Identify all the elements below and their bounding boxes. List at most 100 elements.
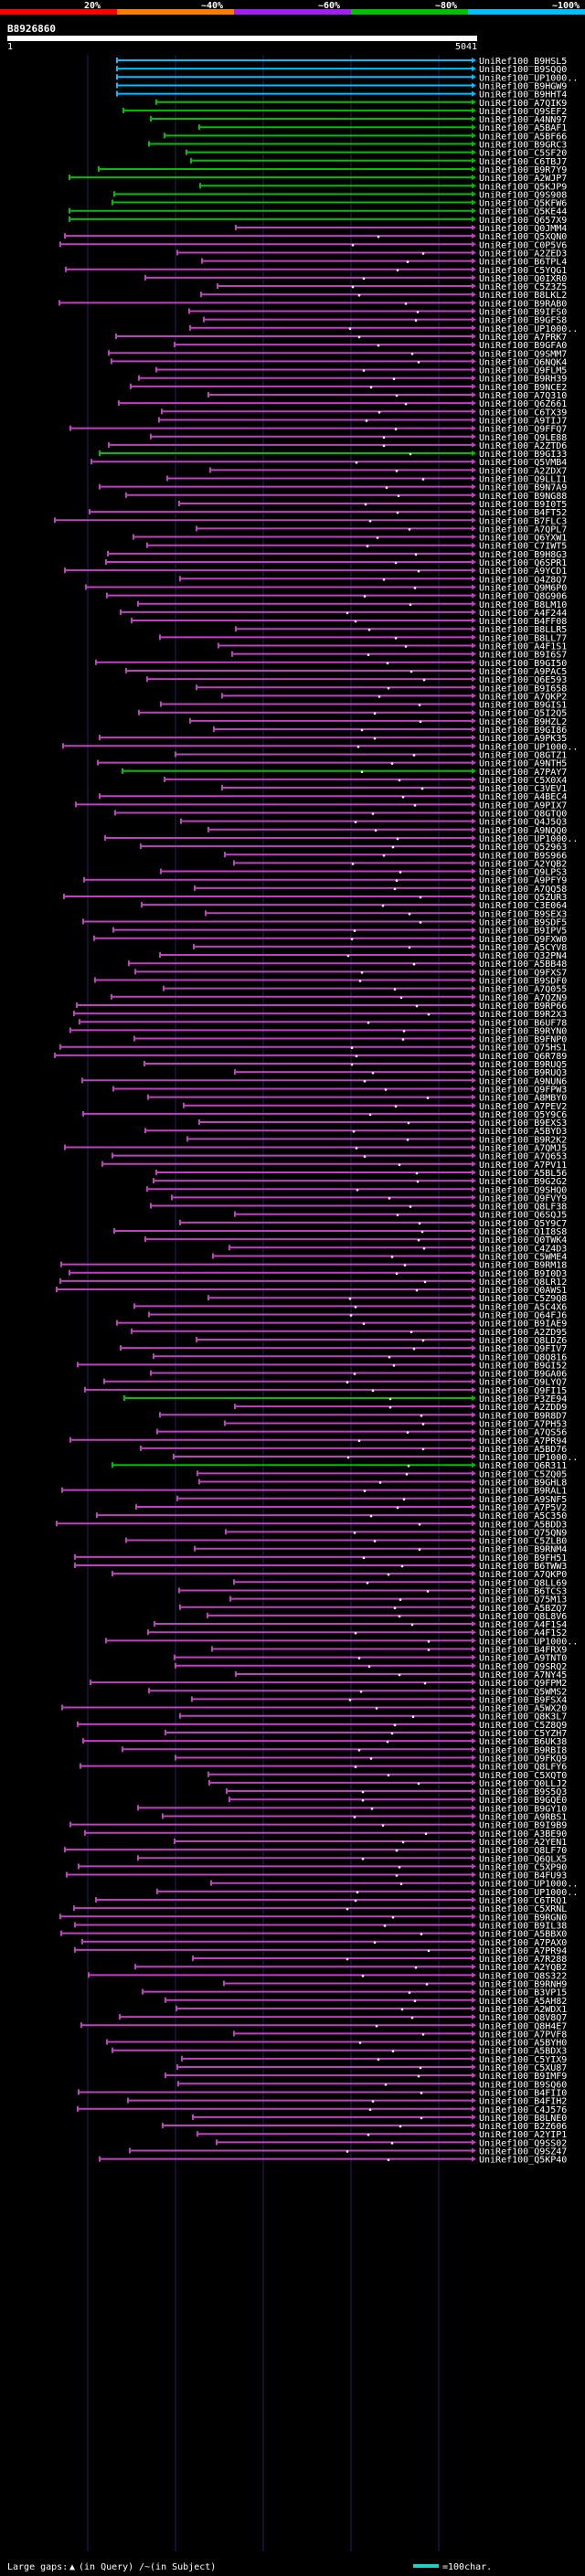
hit-label[interactable]: UniRef100_A7QPL7 <box>479 525 567 535</box>
hit-label[interactable]: UniRef100_A7Q310 <box>479 391 567 401</box>
hit-label[interactable]: UniRef100_A5BAF1 <box>479 123 567 133</box>
hit-label[interactable]: UniRef100_B9RNM4 <box>479 1545 567 1555</box>
hit-label[interactable]: UniRef100_P3ZE94 <box>479 1394 567 1405</box>
hit-label[interactable]: UniRef100_B8LLR5 <box>479 625 567 635</box>
hit-label[interactable]: UniRef100_Q5Y9C6 <box>479 1110 567 1120</box>
hit-label[interactable]: UniRef100_B9RBI8 <box>479 1745 567 1755</box>
hit-label[interactable]: UniRef100_B9RM18 <box>479 1261 567 1271</box>
hit-label[interactable]: UniRef100_A7PAX0 <box>479 1938 567 1948</box>
hit-label[interactable]: UniRef100_A2YQB2 <box>479 1963 567 1973</box>
hit-label[interactable]: UniRef100_C5WME4 <box>479 1252 567 1262</box>
hit-label[interactable]: UniRef100_C0P5V6 <box>479 240 567 250</box>
hit-label[interactable]: UniRef100_A5AH82 <box>479 1997 567 2007</box>
hit-label[interactable]: UniRef100_A4F1S4 <box>479 1620 567 1630</box>
hit-label[interactable]: UniRef100_Q8LF38 <box>479 1203 567 1213</box>
hit-label[interactable]: UniRef100_B9SQQ0 <box>479 65 567 75</box>
hit-label[interactable]: UniRef100_C4Z4D3 <box>479 1244 567 1254</box>
hit-label[interactable]: UniRef100_C4J576 <box>479 2105 567 2115</box>
hit-label[interactable]: UniRef100_Q6R789 <box>479 1052 567 1062</box>
hit-label[interactable]: UniRef100_B9HGW9 <box>479 81 567 91</box>
hit-label[interactable]: UniRef100_C6TX39 <box>479 408 567 418</box>
hit-label[interactable]: UniRef100_B9I0D3 <box>479 1269 567 1279</box>
hit-label[interactable]: UniRef100_A5WX20 <box>479 1704 567 1714</box>
hit-label[interactable]: UniRef100_Q6Z661 <box>479 399 567 409</box>
hit-label[interactable]: UniRef100_Q9SMM7 <box>479 349 567 359</box>
hit-label[interactable]: UniRef100_Q8H4E7 <box>479 2021 567 2031</box>
hit-label[interactable]: UniRef100_A5BF66 <box>479 132 567 142</box>
hit-label[interactable]: UniRef100_A4F244 <box>479 609 567 619</box>
hit-label[interactable]: UniRef100_B9HHT4 <box>479 90 567 101</box>
hit-label[interactable]: UniRef100_B9NCE2 <box>479 383 567 393</box>
hit-label[interactable]: UniRef100_A9PK35 <box>479 734 567 744</box>
hit-label[interactable]: UniRef100_B9R2X3 <box>479 1010 567 1020</box>
hit-label[interactable]: UniRef100_B4FII0 <box>479 2088 567 2098</box>
hit-label[interactable]: UniRef100_A5BBX0 <box>479 1930 567 1940</box>
hit-label[interactable]: UniRef100_A9YCD1 <box>479 567 567 577</box>
hit-label[interactable]: UniRef100_B9RH39 <box>479 375 567 385</box>
hit-label[interactable]: UniRef100_B9GI86 <box>479 726 567 736</box>
hit-label[interactable]: UniRef100_A2YQB2 <box>479 859 567 869</box>
hit-label[interactable]: UniRef100_UP1000.. <box>479 834 578 844</box>
hit-label[interactable]: UniRef100_A7QZN9 <box>479 993 567 1003</box>
hit-label[interactable]: UniRef100_C5Z3Z5 <box>479 282 567 292</box>
hit-label[interactable]: UniRef100_B9I658 <box>479 684 567 694</box>
hit-label[interactable]: UniRef100_Q75HS1 <box>479 1044 567 1054</box>
hit-label[interactable]: UniRef100_Q657X9 <box>479 216 567 226</box>
hit-label[interactable]: UniRef100_Q9FIV7 <box>479 1344 567 1354</box>
hit-label[interactable]: UniRef100_B9FH51 <box>479 1553 567 1564</box>
hit-label[interactable]: UniRef100_C3VEV1 <box>479 784 567 794</box>
hit-label[interactable]: UniRef100_Q5VMB4 <box>479 458 567 468</box>
hit-label[interactable]: UniRef100_Q9FPW3 <box>479 1085 567 1095</box>
hit-label[interactable]: UniRef100_Q8LDZ6 <box>479 1336 567 1346</box>
hit-label[interactable]: UniRef100_B6TCS3 <box>479 1586 567 1596</box>
hit-label[interactable]: UniRef100_A5BD76 <box>479 1445 567 1455</box>
hit-label[interactable]: UniRef100_Q9SRQ2 <box>479 1662 567 1672</box>
hit-label[interactable]: UniRef100_Q8LF70 <box>479 1846 567 1856</box>
hit-label[interactable]: UniRef100_Q6YXW1 <box>479 534 567 544</box>
hit-label[interactable]: UniRef100_B9NG88 <box>479 492 567 502</box>
hit-label[interactable]: UniRef100_A7PH53 <box>479 1419 567 1429</box>
hit-label[interactable]: UniRef100_A5BZQ7 <box>479 1604 567 1614</box>
hit-label[interactable]: UniRef100_Q8Q816 <box>479 1352 567 1362</box>
hit-label[interactable]: UniRef100_Q75M13 <box>479 1595 567 1606</box>
hit-label[interactable]: UniRef100_A7PV11 <box>479 1161 567 1171</box>
hit-label[interactable]: UniRef100_B9GI50 <box>479 659 567 669</box>
hit-label[interactable]: UniRef100_A4F1S2 <box>479 1628 567 1638</box>
hit-label[interactable]: UniRef100_Q9FXW0 <box>479 935 567 945</box>
hit-label[interactable]: UniRef100_A2ZD95 <box>479 1328 567 1338</box>
hit-label[interactable]: UniRef100_A9PFY9 <box>479 876 567 886</box>
hit-label[interactable]: UniRef100_Q5XQN0 <box>479 232 567 242</box>
hit-label[interactable]: UniRef100_B9RP66 <box>479 1002 567 1012</box>
hit-label[interactable]: UniRef100_Q9M6P0 <box>479 583 567 593</box>
hit-label[interactable]: UniRef100_B4FIH2 <box>479 2097 567 2107</box>
hit-label[interactable]: UniRef100_B6UF78 <box>479 1018 567 1028</box>
hit-label[interactable]: UniRef100_B2Z606 <box>479 2122 567 2132</box>
hit-label[interactable]: UniRef100_Q8V8Q7 <box>479 2013 567 2023</box>
hit-label[interactable]: UniRef100_A7Q055 <box>479 985 567 995</box>
hit-label[interactable]: UniRef100_Q9SS02 <box>479 2138 567 2148</box>
hit-label[interactable]: UniRef100_Q9FXS7 <box>479 968 567 978</box>
hit-label[interactable]: UniRef100_B9GFA0 <box>479 341 567 351</box>
hit-label[interactable]: UniRef100_A5C4X6 <box>479 1302 567 1312</box>
hit-label[interactable]: UniRef100_Q6SPR1 <box>479 558 567 568</box>
hit-label[interactable]: UniRef100_A2ZTD6 <box>479 441 567 451</box>
hit-label[interactable]: UniRef100_Q5I2Q5 <box>479 709 567 719</box>
hit-label[interactable]: UniRef100_B9GI52 <box>479 1361 567 1371</box>
hit-label[interactable]: UniRef100_B9IAE9 <box>479 1320 567 1330</box>
hit-label[interactable]: UniRef100_B9FSX4 <box>479 1695 567 1705</box>
hit-label[interactable]: UniRef100_Q8L8V6 <box>479 1612 567 1622</box>
hit-label[interactable]: UniRef100_B9SDF0 <box>479 977 567 987</box>
hit-label[interactable]: UniRef100_UP1000.. <box>479 1637 578 1647</box>
hit-label[interactable]: UniRef100_Q6SQJ5 <box>479 1211 567 1221</box>
hit-label[interactable]: UniRef100_B9GI33 <box>479 450 567 460</box>
hit-label[interactable]: UniRef100_C6TRQ1 <box>479 1896 567 1906</box>
hit-label[interactable]: UniRef100_A2YIP1 <box>479 2130 567 2140</box>
hit-label[interactable]: UniRef100_A2WJP7 <box>479 174 567 184</box>
hit-label[interactable]: UniRef100_Q6NQK4 <box>479 357 567 367</box>
hit-label[interactable]: UniRef100_A7QQ58 <box>479 885 567 895</box>
hit-label[interactable]: UniRef100_B4FT52 <box>479 508 567 518</box>
hit-label[interactable]: UniRef100_B7FLC3 <box>479 516 567 526</box>
hit-label[interactable]: UniRef100_Q8LL69 <box>479 1578 567 1588</box>
hit-label[interactable]: UniRef100_Q9SHQ0 <box>479 1185 567 1195</box>
hit-label[interactable]: UniRef100_A7PR94 <box>479 1436 567 1447</box>
